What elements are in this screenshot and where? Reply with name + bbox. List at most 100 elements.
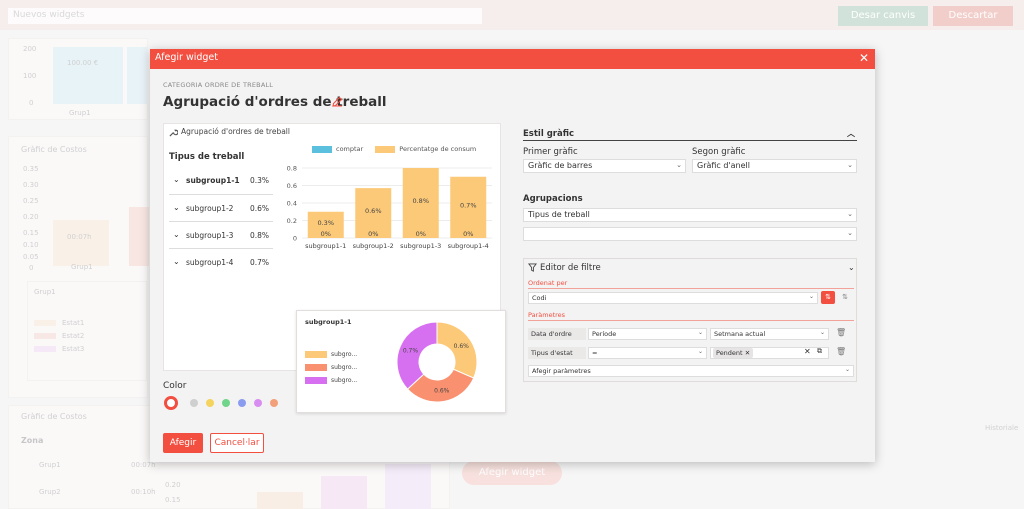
bg-row-label: Grup2 (39, 488, 61, 496)
bg-legend-item: Estat3 (62, 345, 85, 353)
y-tick-label: 0.6 (287, 182, 297, 190)
color-swatch[interactable] (254, 399, 262, 407)
bg-axis: 0.10 (23, 241, 39, 249)
bg-axis: 0.25 (23, 197, 39, 205)
widget-name-input[interactable]: Nuevos widgets (8, 8, 482, 24)
cancel-button[interactable]: Cancel·lar (210, 433, 264, 453)
bg-add-widget-button[interactable]: Afegir widget (462, 461, 562, 485)
chevron-down-icon: ⌄ (173, 230, 180, 239)
bg-bar (385, 464, 431, 509)
bg-bar (257, 492, 303, 509)
top-bar: Nuevos widgets Desar canvis Descartar (0, 0, 1024, 30)
group-row[interactable]: ⌄ subgroup1-2 0.6% (169, 194, 273, 221)
close-icon[interactable]: ✕ (858, 51, 869, 65)
legend-item-label: subgro... (331, 364, 358, 371)
grouping-select-2[interactable]: ⌄ (523, 227, 857, 241)
group-row[interactable]: ⌄ subgroup1-3 0.8% (169, 221, 273, 248)
chart-style-section[interactable]: Estil gràfic ︿ (523, 129, 857, 141)
legend-item-label: subgro... (331, 377, 358, 384)
donut-legend-item: subgro... (305, 364, 357, 371)
param-operator-select[interactable]: Període ⌄ (588, 328, 707, 340)
group-label: subgroup1-2 (186, 204, 234, 213)
add-button[interactable]: Afegir (163, 433, 203, 453)
chevron-down-icon: ⌄ (173, 175, 180, 184)
color-swatch[interactable] (270, 399, 278, 407)
add-widget-modal: Afegir widget ✕ CATEGORIA ORDRE DE TREBA… (150, 49, 875, 462)
bg-axis: 0.20 (23, 213, 39, 221)
modal-title: Afegir widget (155, 52, 218, 63)
x-tick-label: subgroup1-4 (448, 242, 489, 250)
color-swatch[interactable] (164, 396, 178, 410)
group-label: subgroup1-4 (186, 258, 234, 267)
group-value: 0.8% (249, 231, 269, 240)
param-operator: Període (592, 330, 617, 338)
sort-descending-button[interactable]: ⇅ (842, 293, 848, 301)
color-swatch[interactable] (238, 399, 246, 407)
order-by-select[interactable]: Codi ⌄ (528, 292, 818, 304)
legend-swatch (375, 145, 396, 153)
color-swatch[interactable] (190, 399, 198, 407)
color-swatch[interactable] (222, 399, 230, 407)
bg-sub-title: Grup1 (34, 288, 56, 296)
bar-legend: comptar Percentatge de consum (312, 145, 476, 153)
second-chart-select[interactable]: Gràfic d'anell ⌄ (692, 159, 857, 173)
x-tick-label: subgroup1-3 (400, 242, 441, 250)
bg-axis: 0.35 (23, 165, 39, 173)
group-row[interactable]: ⌄ subgroup1-1 0.3% (169, 167, 273, 194)
chevron-down-icon[interactable]: ⌄ (848, 263, 855, 272)
order-by-value: Codi (532, 294, 547, 302)
preview-header-text: Agrupació d'ordres de treball (181, 127, 290, 136)
bar-data-label: 0.7% (460, 201, 477, 209)
grouping-select-1[interactable]: Tipus de treball ⌄ (523, 208, 857, 222)
bg-row-label: Grup1 (39, 461, 61, 469)
trash-icon[interactable]: 🗑 (836, 347, 847, 356)
bar (450, 176, 487, 238)
bg-category: Grup1 (71, 263, 93, 271)
second-chart-label: Segon gràfic (692, 147, 746, 157)
chevron-up-icon[interactable]: ︿ (847, 129, 855, 138)
param-value-select[interactable]: Setmana actual ⌄ (710, 328, 829, 340)
param-value-multiselect[interactable]: Pendent ✕ ✕ ⧉ (710, 347, 829, 359)
group-row[interactable]: ⌄ subgroup1-4 0.7% (169, 248, 273, 275)
param-value: Setmana actual (714, 330, 766, 338)
donut-slice (396, 321, 438, 390)
filter-editor-title: Editor de filtre (540, 263, 601, 273)
edit-pencil-icon[interactable] (331, 96, 343, 108)
sort-ascending-button[interactable]: ⇅ (821, 291, 835, 304)
open-external-icon[interactable]: ⧉ (817, 347, 822, 355)
bg-legend-item: Estat2 (62, 332, 85, 340)
bg-card-costs: Gràfic de Costos 0.35 0.30 0.25 0.20 0.1… (8, 136, 149, 398)
bar (402, 168, 439, 238)
params-label: Paràmetres (528, 311, 566, 319)
bar-data-label: 0% (463, 230, 473, 238)
x-tick-label: subgroup1-2 (353, 242, 394, 250)
bg-axis: 0.20 (165, 481, 181, 489)
filter-editor-header[interactable]: Editor de filtre ⌄ (528, 263, 855, 273)
bar-data-label: 0% (321, 230, 331, 238)
bg-axis: 0.05 (23, 253, 39, 261)
color-swatch[interactable] (206, 399, 214, 407)
bg-axis: 0.15 (165, 496, 181, 504)
add-param-select[interactable]: Afegir paràmetres ⌄ (528, 365, 854, 377)
group-value: 0.3% (249, 176, 269, 185)
chart-style-title: Estil gràfic (523, 129, 575, 139)
preview-header: Agrupació d'ordres de treball (169, 127, 290, 137)
group-value: 0.6% (249, 204, 269, 213)
bg-axis: 0.15 (23, 229, 39, 237)
save-changes-button[interactable]: Desar canvis (838, 6, 928, 26)
bg-axis-200: 200 (23, 45, 37, 53)
y-tick-label: 0 (293, 235, 297, 243)
bg-card-top: 200 100 0 100.00 € Grup1 (8, 38, 148, 120)
clear-icon[interactable]: ✕ (804, 347, 811, 356)
chip-close-icon[interactable]: ✕ (744, 349, 751, 357)
bg-bar-label: 100.00 € (67, 59, 99, 67)
widget-preview: Agrupació d'ordres de treball Tipus de t… (163, 123, 506, 413)
first-chart-select[interactable]: Gràfic de barres ⌄ (523, 159, 686, 173)
discard-button[interactable]: Descartar (933, 6, 1013, 26)
bg-bar (321, 476, 367, 509)
bg-row-value: 00:07h (131, 461, 156, 469)
group-label: subgroup1-3 (186, 231, 234, 240)
trash-icon[interactable]: 🗑 (836, 328, 847, 337)
param-operator-select[interactable]: = ⌄ (588, 347, 707, 359)
bar (307, 211, 344, 238)
